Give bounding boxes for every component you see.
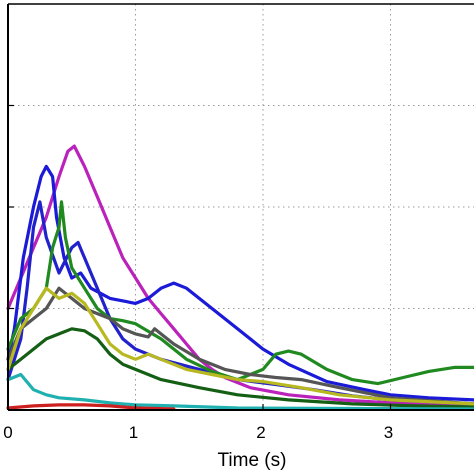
x-tick-label-0: 0 — [3, 423, 12, 442]
x-tick-label-3: 3 — [384, 423, 393, 442]
series-line-7 — [6, 286, 474, 406]
tick-marks — [7, 104, 392, 410]
series-line-4 — [6, 200, 474, 386]
x-axis-label: Time (s) — [218, 450, 287, 471]
series-line-8 — [6, 372, 474, 411]
plot-background — [8, 4, 474, 410]
x-tick-label-1: 1 — [129, 423, 138, 442]
series-group — [6, 144, 474, 411]
x-tick-label-2: 2 — [256, 423, 265, 442]
series-line-2 — [6, 164, 474, 402]
series-line-5 — [6, 327, 474, 409]
grid — [8, 4, 474, 410]
x-tick-labels: 0 1 2 3 — [3, 423, 393, 442]
series-line-1 — [6, 144, 474, 408]
